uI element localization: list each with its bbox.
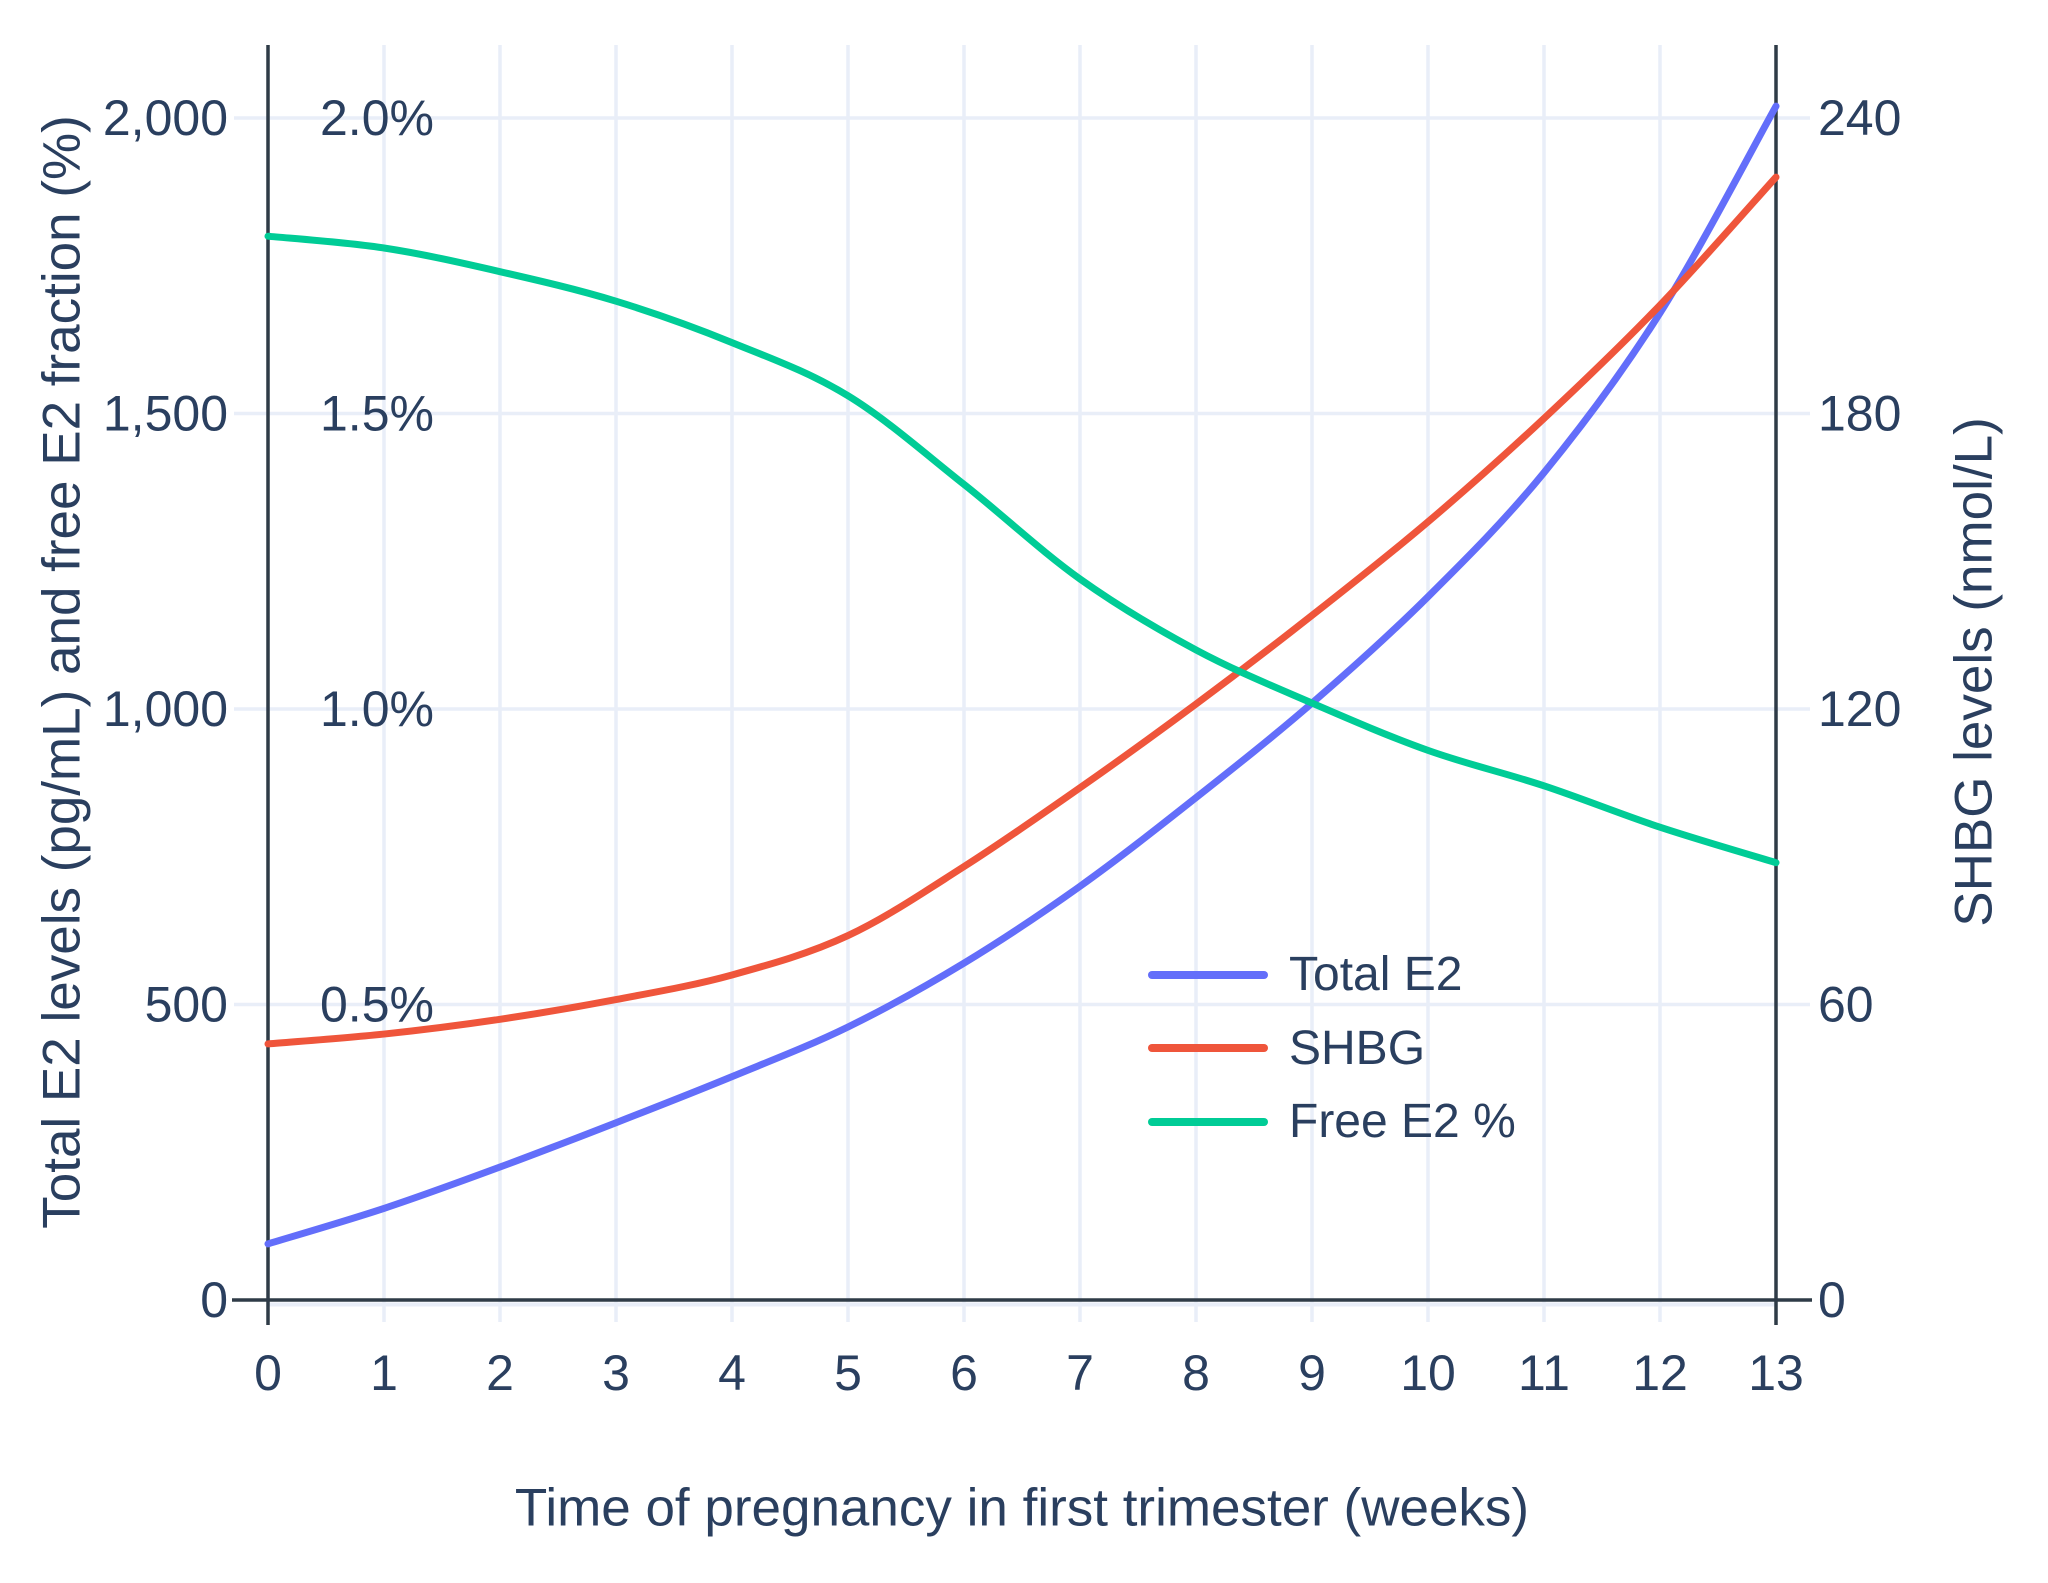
y-right-tick-label: 240 — [1818, 90, 1901, 146]
x-tick-label: 10 — [1400, 1345, 1456, 1401]
y-right-tick-label: 60 — [1818, 977, 1874, 1033]
x-tick-label: 3 — [602, 1345, 630, 1401]
legend-label-shbg: SHBG — [1289, 1021, 1426, 1075]
x-tick-label: 12 — [1632, 1345, 1688, 1401]
x-tick-label: 2 — [486, 1345, 514, 1401]
percent-tick-label: 2.0% — [320, 90, 434, 146]
legend-item-total-e2[interactable]: Total E2 — [1148, 938, 1516, 1012]
y-left-axis-title: Total E2 levels (pg/mL) and free E2 frac… — [32, 115, 92, 1229]
percent-tick-label: 0.5% — [320, 977, 434, 1033]
y-left-tick-label: 1,500 — [103, 386, 228, 442]
series-line-total-e2[interactable] — [264, 102, 1780, 1248]
y-right-tick-label: 180 — [1818, 386, 1901, 442]
y-left-tick-label: 0 — [200, 1272, 228, 1328]
legend-item-free-e2[interactable]: Free E2 % — [1148, 1085, 1516, 1159]
legend-line-swatch-free-e2 — [1148, 1117, 1268, 1126]
x-tick-label: 11 — [1518, 1345, 1570, 1401]
y-left-tick-label: 2,000 — [103, 90, 228, 146]
y-left-tick-label: 500 — [145, 977, 228, 1033]
legend-line-swatch-shbg — [1148, 1044, 1268, 1053]
percent-tick-label: 1.5% — [320, 386, 434, 442]
x-tick-label: 1 — [370, 1345, 398, 1401]
legend-line-swatch-total-e2 — [1148, 970, 1268, 979]
series-line-shbg[interactable] — [264, 173, 1780, 1048]
x-tick-label: 13 — [1748, 1345, 1804, 1401]
x-axis-title: Time of pregnancy in first trimester (we… — [514, 1478, 1530, 1538]
x-tick-label: 8 — [1182, 1345, 1210, 1401]
legend-item-shbg[interactable]: SHBG — [1148, 1012, 1516, 1086]
y-right-axis-title: SHBG levels (nmol/L) — [1944, 417, 2004, 927]
y-left-tick-label: 1,000 — [103, 681, 228, 737]
x-tick-label: 4 — [718, 1345, 746, 1401]
x-tick-label: 6 — [950, 1345, 978, 1401]
legend-label-free-e2: Free E2 % — [1289, 1095, 1516, 1149]
x-tick-label: 7 — [1066, 1345, 1094, 1401]
x-tick-label: 9 — [1298, 1345, 1326, 1401]
x-tick-label: 5 — [834, 1345, 862, 1401]
percent-tick-label: 1.0% — [320, 681, 434, 737]
y-right-tick-label: 0 — [1818, 1272, 1846, 1328]
legend: Total E2 SHBG Free E2 % — [1148, 938, 1516, 1159]
y-right-tick-label: 120 — [1818, 681, 1901, 737]
x-tick-label: 0 — [254, 1345, 282, 1401]
legend-label-total-e2: Total E2 — [1289, 948, 1463, 1002]
series-line-free-e2[interactable] — [264, 232, 1780, 867]
